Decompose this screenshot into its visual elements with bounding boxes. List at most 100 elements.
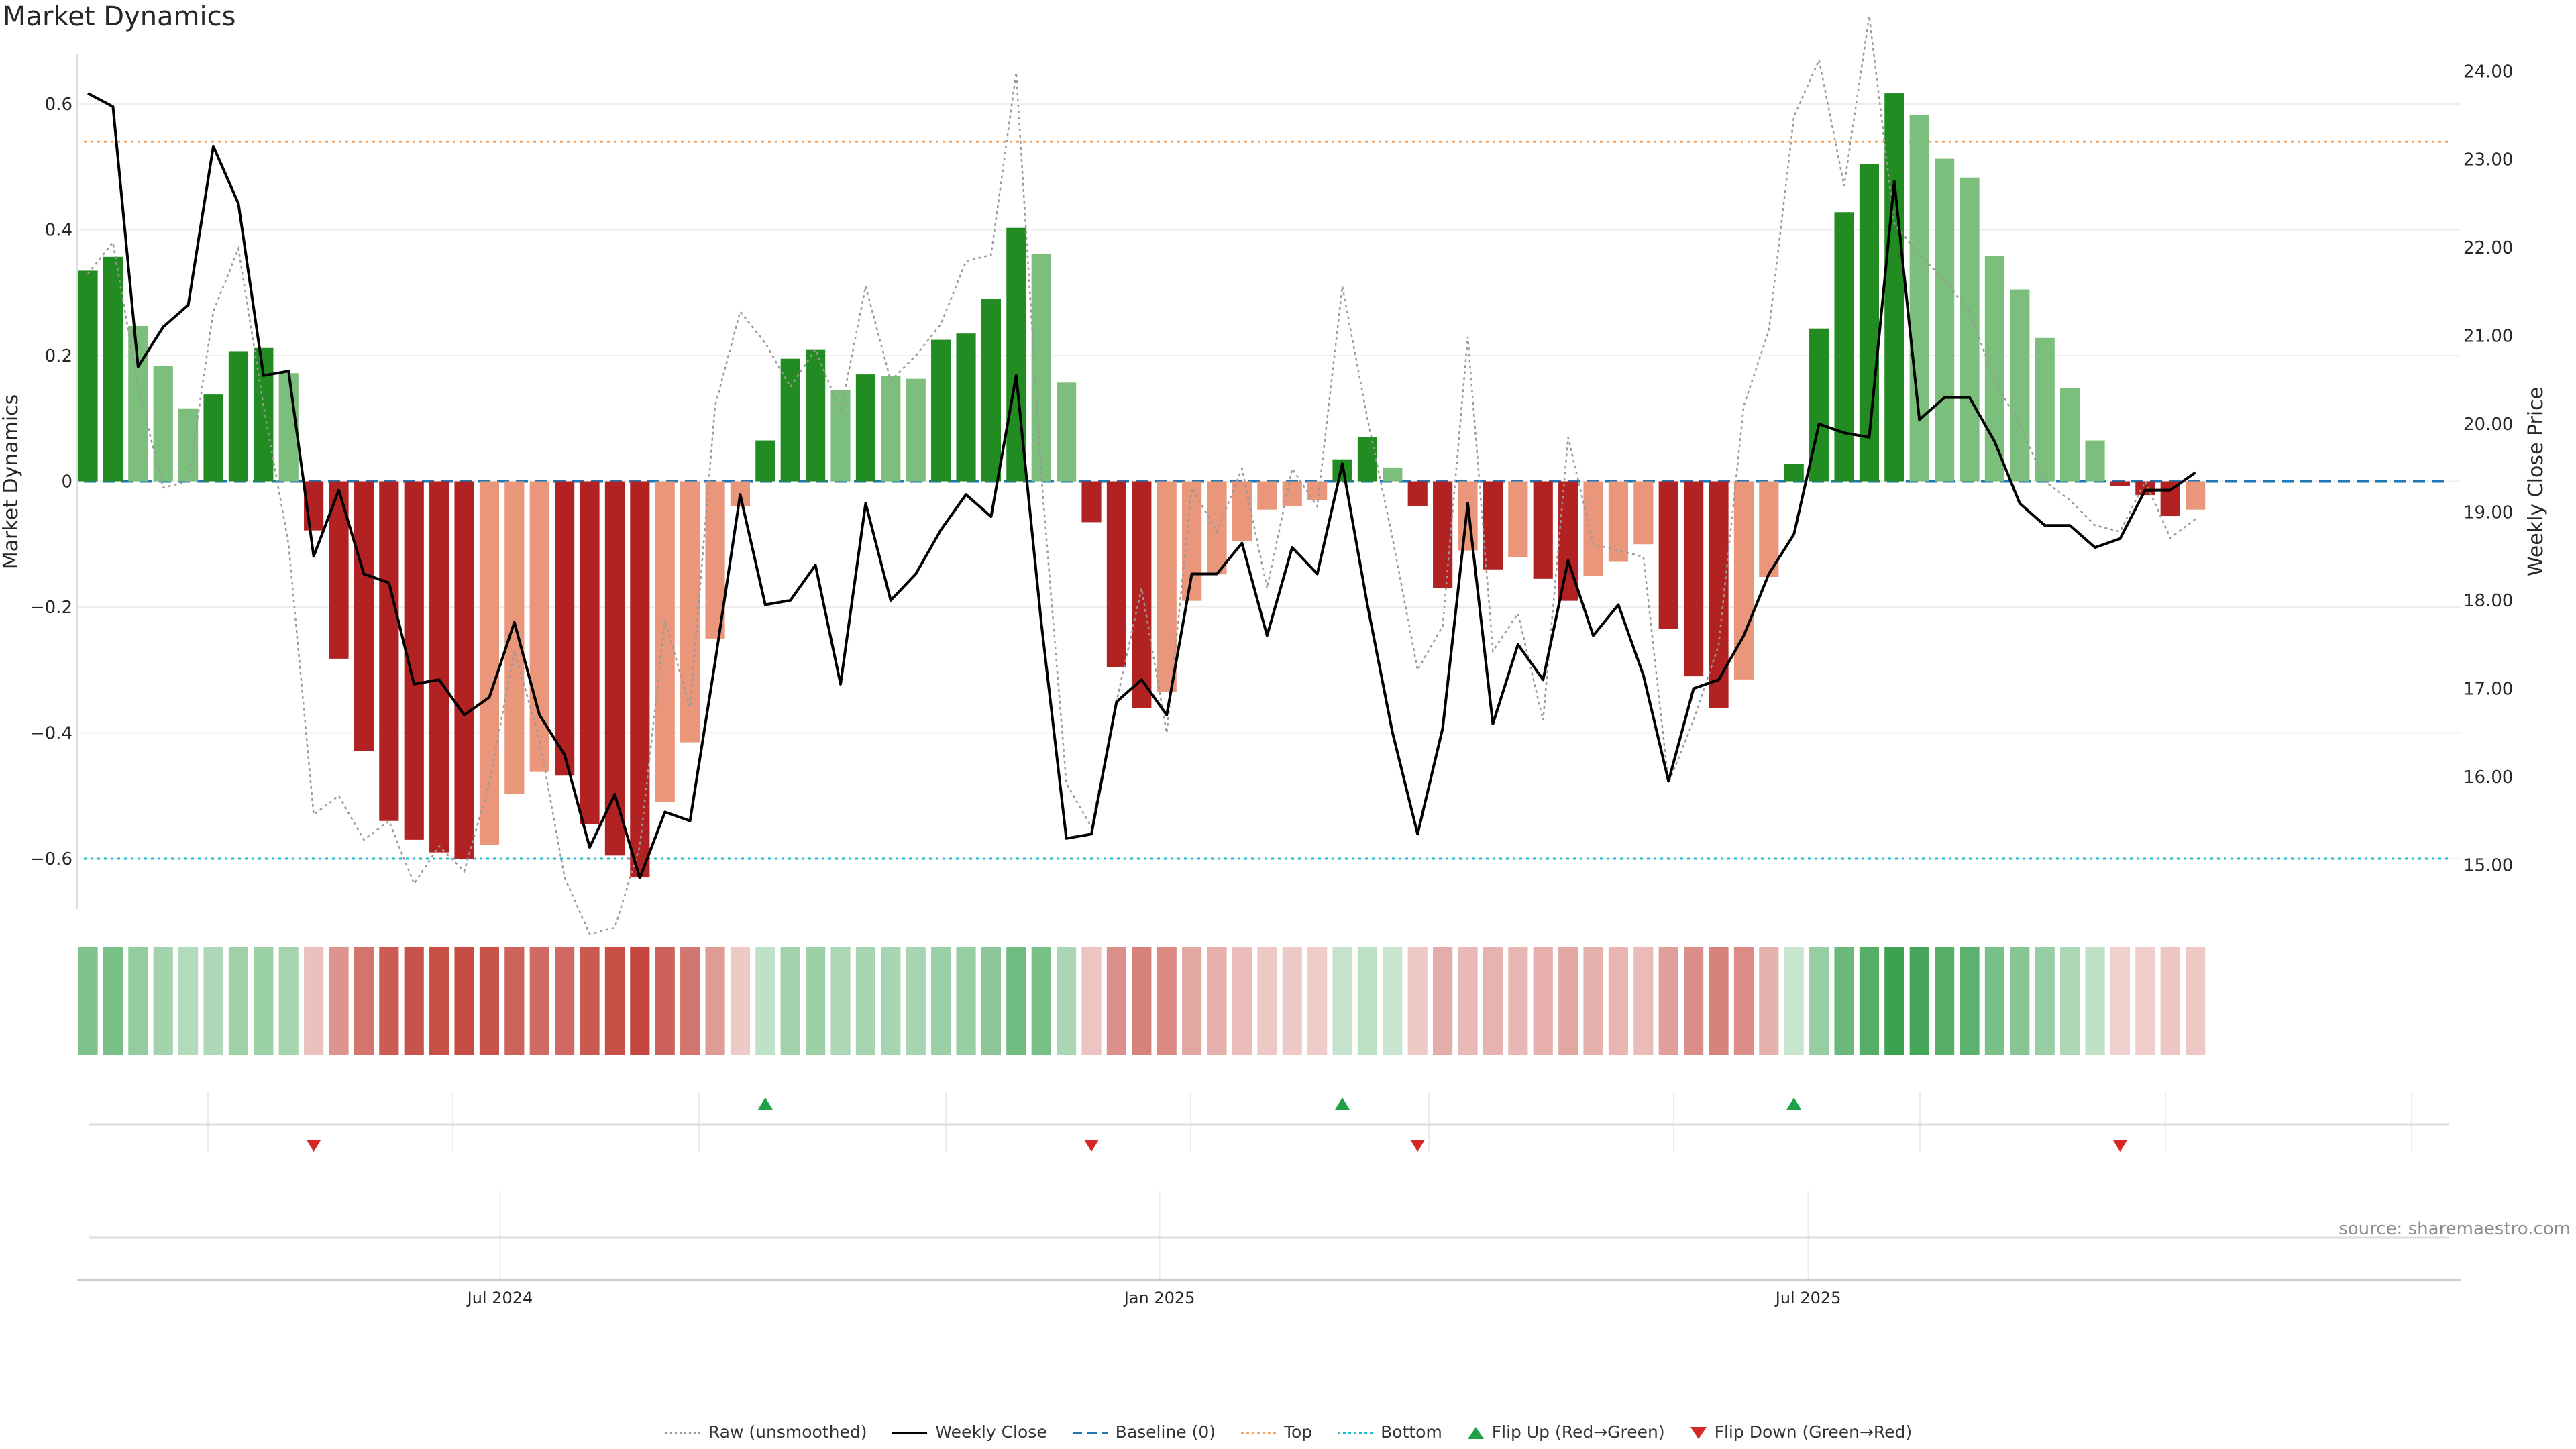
heat-strip-cell (1935, 947, 1955, 1055)
axes: 0.6 0.4 0.2 0 −0.2 −0.4 −0.6 24.00 23.00 22.00 21.… (0, 62, 2548, 875)
market-dynamics-bar (1458, 481, 1478, 551)
market-dynamics-bar (1407, 481, 1428, 506)
bottom-panel: Jul 2024 Jan 2025 Jul 2025 (77, 1191, 2461, 1307)
x-tick-label: Jan 2025 (1123, 1289, 1195, 1307)
market-dynamics-bar (78, 270, 98, 482)
market-dynamics-bar (1909, 114, 1929, 482)
heat-strip-cell (1809, 947, 1829, 1055)
y-tick-label: 0.2 (45, 346, 72, 366)
heat-strip-cell (555, 947, 575, 1055)
y-tick-label: 0.4 (45, 221, 72, 241)
heat-strip-cell (278, 947, 299, 1055)
market-dynamics-bar (2060, 388, 2080, 482)
heat-strip-cell (956, 947, 976, 1055)
market-dynamics-bar (1533, 481, 1553, 579)
market-dynamics-bar (178, 408, 199, 482)
market-dynamics-bar (2186, 481, 2206, 510)
heat-strip-cell (1031, 947, 1051, 1055)
market-dynamics-bar (906, 378, 926, 482)
heat-strip-cell (906, 947, 926, 1055)
market-dynamics-bar (1132, 481, 1152, 708)
heat-strip-cell (1157, 947, 1177, 1055)
market-dynamics-bar (454, 481, 474, 859)
heat-strip-cell (379, 947, 399, 1055)
y-tick-label: −0.2 (30, 598, 72, 618)
heat-strip-cell (931, 947, 951, 1055)
market-dynamics-bar (2110, 481, 2131, 486)
heat-strip-cell (1984, 947, 2005, 1055)
heat-strip-cell (1332, 947, 1352, 1055)
market-dynamics-bar (1759, 481, 1779, 577)
market-dynamics-bar (604, 481, 625, 856)
y2-axis-label: Weekly Close Price (2524, 387, 2548, 576)
heat-strip-cell (1960, 947, 1980, 1055)
heat-strip-cell (2135, 947, 2155, 1055)
market-dynamics-bar (1508, 481, 1528, 557)
heat-strip-cell (153, 947, 173, 1055)
heat-strip-cell (1884, 947, 1904, 1055)
heat-strip-cell (1282, 947, 1302, 1055)
y2-tick-label: 21.00 (2463, 327, 2513, 347)
heat-strip-cell (630, 947, 650, 1055)
heat-strip-cell (429, 947, 449, 1055)
heat-strip-cell (128, 947, 148, 1055)
market-dynamics-bar (429, 481, 449, 853)
y-tick-label: −0.4 (30, 724, 72, 744)
heat-strip-cell (1633, 947, 1654, 1055)
triangle-up-icon (1467, 1426, 1484, 1439)
market-dynamics-bar (354, 481, 374, 751)
legend-item-flip-down: Flip Down (Green→Red) (1689, 1422, 1912, 1442)
legend-label: Bottom (1381, 1421, 1442, 1442)
raw-series-line (87, 15, 2196, 935)
heat-strip-cell (203, 947, 223, 1055)
heat-strip-cell (454, 947, 474, 1055)
heat-strip-cell (1834, 947, 1854, 1055)
dotted-cyan-line-icon (1338, 1432, 1373, 1434)
market-dynamics-bar (103, 256, 123, 482)
heat-strip-cell (1232, 947, 1252, 1055)
market-dynamics-bar (379, 481, 399, 821)
y2-tick-label: 24.00 (2463, 62, 2513, 82)
y2-tick-label: 22.00 (2463, 238, 2513, 258)
heat-strip-cell (1182, 947, 1202, 1055)
heat-strip-cell (830, 947, 851, 1055)
market-dynamics-bar (1658, 481, 1678, 629)
flip-up-marker (1335, 1097, 1350, 1110)
heat-strip-cell (1006, 947, 1026, 1055)
heat-strip-cell (1357, 947, 1378, 1055)
legend-label: Baseline (0) (1115, 1421, 1216, 1442)
heat-strip-cell (604, 947, 625, 1055)
market-dynamics-bars (78, 93, 2206, 878)
legend-label: Weekly Close (935, 1421, 1047, 1442)
market-dynamics-bar (1935, 158, 1955, 482)
x-tick-label: Jul 2025 (1774, 1289, 1841, 1307)
heat-strip-cell (304, 947, 324, 1055)
market-dynamics-bar (830, 390, 851, 482)
market-dynamics-bar (956, 333, 976, 482)
market-dynamics-bar (479, 481, 500, 845)
heat-strip-cell (1483, 947, 1503, 1055)
heat-strip-cell (1709, 947, 1729, 1055)
market-dynamics-bar (1081, 481, 1102, 523)
flip-markers-panel (89, 1092, 2449, 1152)
market-dynamics-bar (806, 349, 826, 482)
heat-strip-cell (78, 947, 98, 1055)
market-dynamics-bar (153, 366, 173, 482)
flip-down-marker (306, 1140, 321, 1152)
heat-strip-cell (1684, 947, 1704, 1055)
heat-strip-cell (1057, 947, 1077, 1055)
heat-strip-cell (1608, 947, 1629, 1055)
heat-strip-cell (1207, 947, 1227, 1055)
y2-tick-label: 23.00 (2463, 150, 2513, 170)
heat-strip-cell (254, 947, 274, 1055)
heat-strip-cell (1383, 947, 1403, 1055)
source-note: source: sharemaestro.com (2339, 1219, 2571, 1239)
heat-strip-cell (178, 947, 199, 1055)
heat-strip-cell (705, 947, 725, 1055)
flip-down-marker (2112, 1140, 2128, 1152)
market-dynamics-bar (555, 481, 575, 776)
market-dynamics-bar (1106, 481, 1127, 667)
heat-strip-cell (2186, 947, 2206, 1055)
market-dynamics-bar (981, 299, 1002, 482)
heat-strip-cell (2085, 947, 2105, 1055)
